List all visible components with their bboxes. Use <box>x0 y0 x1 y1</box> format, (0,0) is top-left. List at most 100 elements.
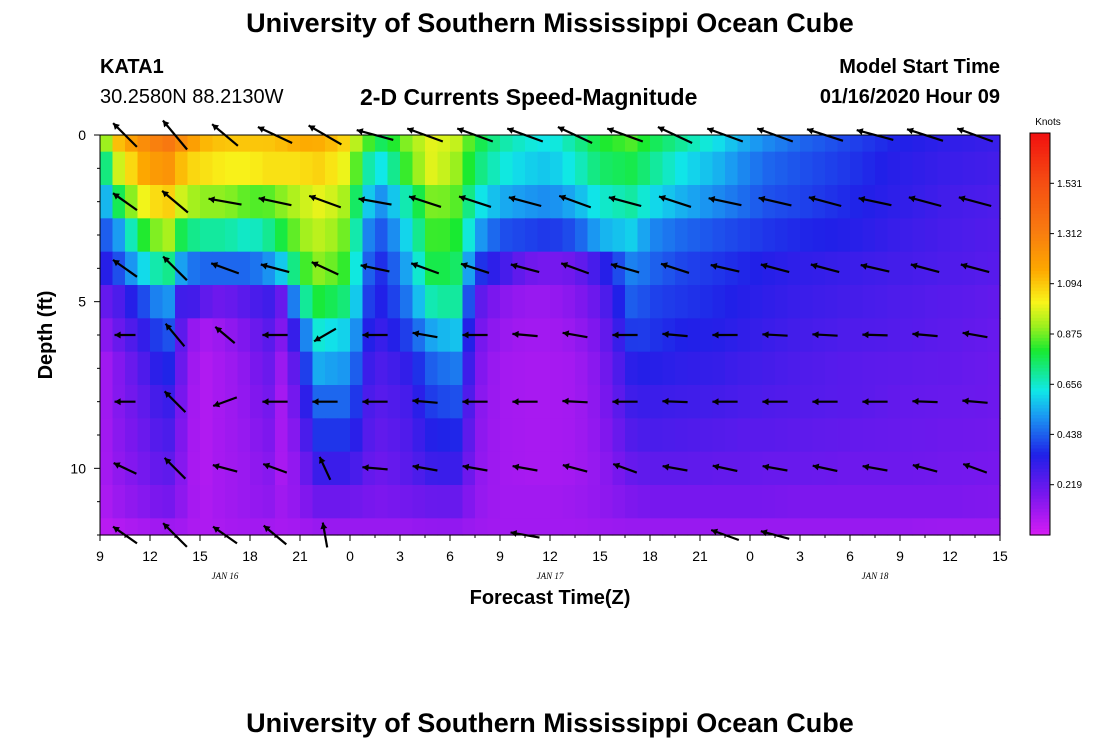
heatmap-cell <box>512 285 526 319</box>
heatmap-cell <box>637 151 651 186</box>
heatmap-cell <box>425 485 439 519</box>
current-vector <box>262 462 288 474</box>
heatmap-cell <box>375 518 389 536</box>
heatmap-cell <box>962 185 976 219</box>
heatmap-cell <box>837 135 851 153</box>
heatmap-cell <box>862 351 876 386</box>
heatmap-cell <box>862 218 876 253</box>
heatmap-cell <box>362 485 376 519</box>
heatmap-cell <box>250 385 264 419</box>
heatmap-cell <box>662 451 676 486</box>
chart-title: 2-D Currents Speed-Magnitude <box>360 84 698 110</box>
colorbar-segment <box>1030 136 1050 141</box>
heatmap-cell <box>950 385 964 419</box>
date-label: JAN 17 <box>537 571 564 581</box>
heatmap-cell <box>262 151 276 186</box>
x-tick-label: 12 <box>942 548 958 564</box>
x-tick-label: 0 <box>346 548 354 564</box>
heatmap-cell <box>712 135 726 153</box>
heatmap-cell <box>600 285 614 319</box>
heatmap-cell <box>912 351 926 386</box>
heatmap-cell <box>750 318 764 353</box>
heatmap-cell <box>100 385 114 419</box>
current-vector <box>612 462 638 474</box>
heatmap-cell <box>150 318 164 353</box>
colorbar-segment <box>1030 317 1050 322</box>
heatmap-cell <box>462 185 476 219</box>
heatmap-cell <box>987 518 1001 536</box>
heatmap-cell <box>862 285 876 319</box>
heatmap-cell <box>287 251 301 286</box>
current-vector <box>858 196 892 207</box>
colorbar-segment <box>1030 223 1050 228</box>
heatmap-cell <box>737 518 751 536</box>
heatmap-cell <box>312 485 326 519</box>
heatmap-cell <box>775 285 789 319</box>
heatmap-cell <box>462 518 476 536</box>
heatmap-cell <box>875 185 889 219</box>
heatmap-cell <box>775 485 789 519</box>
heatmap-cell <box>225 218 239 253</box>
colorbar-segment <box>1030 344 1050 348</box>
heatmap-cell <box>687 151 701 186</box>
heatmap-cell <box>325 485 339 519</box>
heatmap-cell <box>662 351 676 386</box>
heatmap-cell <box>325 185 339 219</box>
heatmap-cell <box>475 185 489 219</box>
heatmap-cell <box>450 135 464 153</box>
current-vector <box>512 463 538 472</box>
heatmap-cell <box>750 251 764 286</box>
colorbar-segment <box>1030 186 1050 191</box>
heatmap-cell <box>937 285 951 319</box>
heatmap-cell <box>350 251 364 286</box>
heatmap-cell <box>975 285 989 319</box>
heatmap-cell <box>687 518 701 536</box>
heatmap-cell <box>837 385 851 419</box>
current-vector <box>908 195 942 208</box>
heatmap-cell <box>675 285 689 319</box>
heatmap-cell <box>437 285 451 319</box>
heatmap-cell <box>200 285 214 319</box>
heatmap-cell <box>200 351 214 386</box>
current-vector <box>262 331 288 339</box>
heatmap-cell <box>675 251 689 286</box>
current-vector <box>712 463 738 473</box>
heatmap-cell <box>187 135 201 153</box>
heatmap-cell <box>750 351 764 386</box>
heatmap-cell <box>775 418 789 453</box>
colorbar-segment <box>1030 451 1050 456</box>
colorbar-segment <box>1030 263 1050 268</box>
heatmap-cell <box>637 218 651 253</box>
colorbar-segment <box>1030 303 1050 308</box>
heatmap-cell <box>200 385 214 419</box>
heatmap-cell <box>137 151 151 186</box>
heatmap-cell <box>250 135 264 153</box>
heatmap-cell <box>312 285 326 319</box>
heatmap-cell <box>550 151 564 186</box>
heatmap-cell <box>800 418 814 453</box>
heatmap-cell <box>562 218 576 253</box>
heatmap-cell <box>612 218 626 253</box>
heatmap-cell <box>300 185 314 219</box>
heatmap-cell <box>100 185 114 219</box>
x-tick-label: 21 <box>692 548 708 564</box>
current-vector <box>762 331 788 339</box>
heatmap-cell <box>625 218 639 253</box>
heatmap-cell <box>475 418 489 453</box>
heatmap-cell <box>987 135 1001 153</box>
heatmap-cell <box>562 251 576 286</box>
heatmap-cell <box>987 451 1001 486</box>
heatmap-cell <box>500 385 514 419</box>
axes: 9 12 15 18 21 0 3 6 9 12 15 18 21 0 3 6 9 12 15 JAN 16 JAN 1… <box>70 127 1008 581</box>
heatmap-cell <box>762 451 776 486</box>
heatmap-cell <box>950 418 964 453</box>
heatmap-cell <box>212 451 226 486</box>
heatmap-cell <box>250 351 264 386</box>
heatmap-cell <box>825 518 839 536</box>
heatmap-cell <box>750 135 764 153</box>
heatmap-cell <box>400 135 414 153</box>
heatmap-cell <box>975 351 989 386</box>
colorbar-segment <box>1030 240 1050 245</box>
heatmap-cell <box>487 218 501 253</box>
current-vector <box>912 463 938 473</box>
